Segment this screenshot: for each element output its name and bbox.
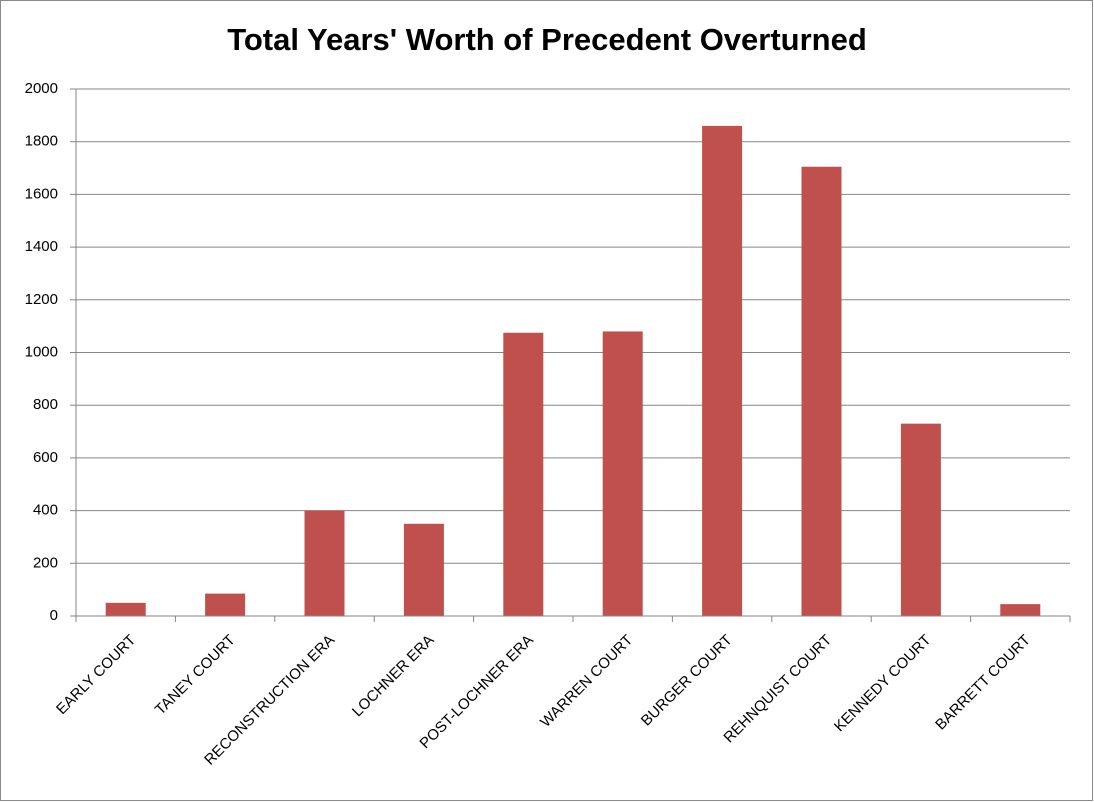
bar: [304, 510, 345, 616]
y-tick-label: 1000: [25, 343, 58, 360]
bar: [702, 125, 743, 616]
y-tick-label: 600: [33, 449, 58, 466]
bar: [105, 602, 146, 616]
y-tick-label: 200: [33, 554, 58, 571]
bar: [503, 332, 544, 616]
bar: [900, 423, 941, 616]
bar: [205, 593, 246, 616]
chart-title: Total Years' Worth of Precedent Overturn…: [227, 22, 867, 57]
y-tick-label: 2000: [25, 80, 58, 97]
bar: [403, 523, 444, 616]
y-tick-label: 1800: [25, 133, 58, 150]
y-tick-label: 1400: [25, 238, 58, 255]
bar: [1000, 604, 1041, 616]
y-tick-label: 800: [33, 396, 58, 413]
bar: [602, 331, 643, 616]
y-tick-label: 1600: [25, 185, 58, 202]
y-tick-label: 1200: [25, 291, 58, 308]
y-tick-label: 0: [50, 607, 58, 624]
bar: [801, 166, 842, 617]
y-tick-label: 400: [33, 502, 58, 519]
